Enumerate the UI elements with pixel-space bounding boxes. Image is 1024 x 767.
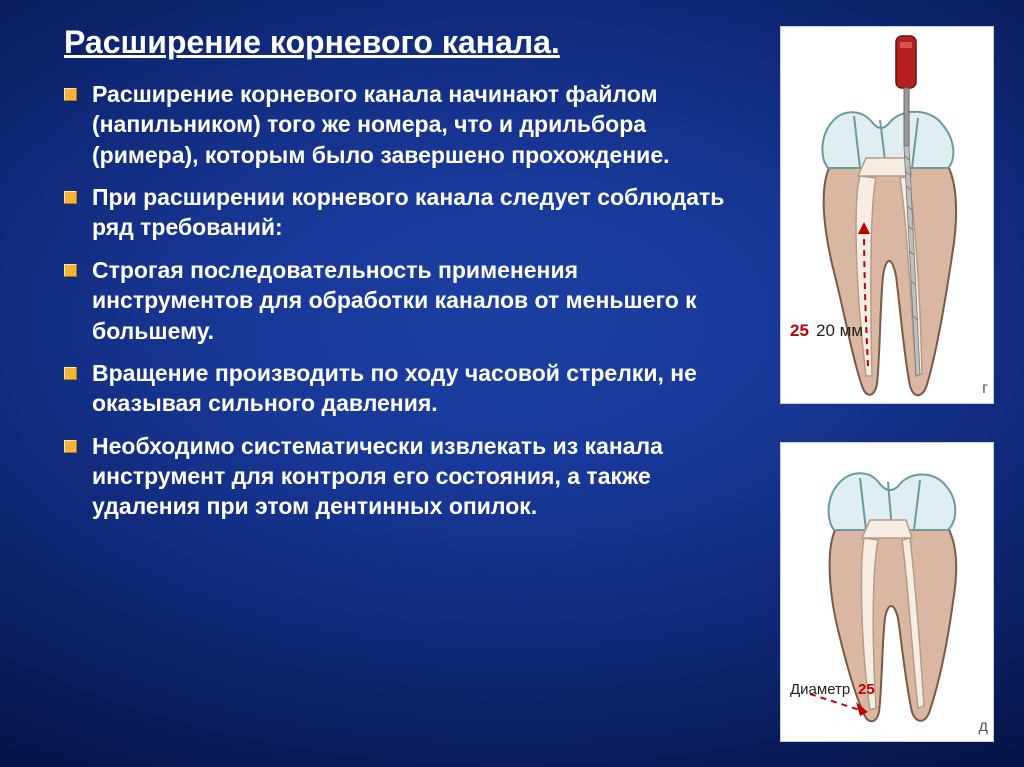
diameter-label: Диаметр (790, 681, 850, 698)
slide-title: Расширение корневого канала. (64, 24, 736, 61)
bullet-item: Необходимо систематически извлекать из к… (56, 431, 736, 522)
file-size-25: 25 (790, 321, 809, 341)
bullet-list: Расширение корневого канала начинают фай… (56, 79, 736, 522)
text-column: Расширение корневого канала. Расширение … (56, 24, 736, 522)
panel-letter-g: г (982, 380, 988, 398)
bullet-item: Строгая последовательность применения ин… (56, 255, 736, 346)
file-length-20mm: 20 мм (816, 321, 863, 341)
slide: Расширение корневого канала. Расширение … (0, 0, 1024, 767)
bullet-item: Вращение производить по ходу часовой стр… (56, 358, 736, 419)
figure-tooth-diameter: Диаметр 25 д (780, 442, 994, 742)
bullet-item: Расширение корневого канала начинают фай… (56, 79, 736, 170)
diameter-value: 25 (858, 681, 875, 698)
panel-letter-d: д (979, 718, 988, 736)
figure-tooth-with-file: 25 20 мм г (780, 26, 994, 404)
bullet-item: При расширении корневого канала следует … (56, 182, 736, 243)
tooth-file-svg (780, 26, 994, 404)
